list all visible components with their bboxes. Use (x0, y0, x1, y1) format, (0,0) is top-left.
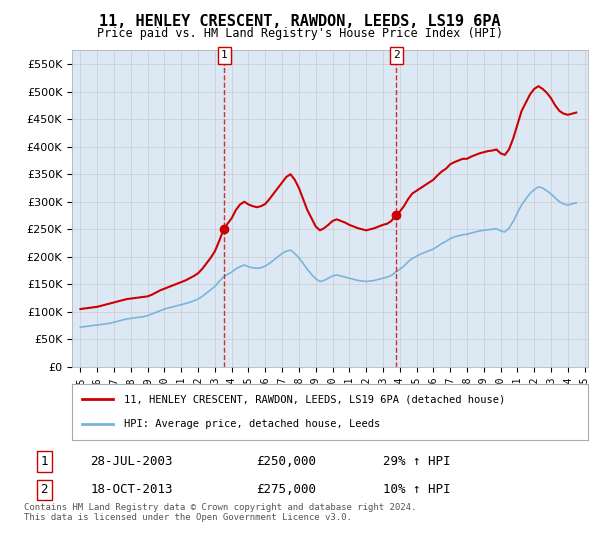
Text: 29% ↑ HPI: 29% ↑ HPI (383, 455, 450, 468)
Text: 18-OCT-2013: 18-OCT-2013 (90, 483, 173, 496)
Text: 10% ↑ HPI: 10% ↑ HPI (383, 483, 450, 496)
Text: 1: 1 (221, 50, 228, 60)
Text: 11, HENLEY CRESCENT, RAWDON, LEEDS, LS19 6PA: 11, HENLEY CRESCENT, RAWDON, LEEDS, LS19… (99, 14, 501, 29)
Text: 28-JUL-2003: 28-JUL-2003 (90, 455, 173, 468)
Text: 11, HENLEY CRESCENT, RAWDON, LEEDS, LS19 6PA (detached house): 11, HENLEY CRESCENT, RAWDON, LEEDS, LS19… (124, 394, 505, 404)
Text: 1: 1 (41, 455, 48, 468)
Text: £275,000: £275,000 (256, 483, 316, 496)
Text: 2: 2 (393, 50, 400, 60)
Text: HPI: Average price, detached house, Leeds: HPI: Average price, detached house, Leed… (124, 419, 380, 429)
Text: £250,000: £250,000 (256, 455, 316, 468)
Text: 2: 2 (41, 483, 48, 496)
Text: Price paid vs. HM Land Registry's House Price Index (HPI): Price paid vs. HM Land Registry's House … (97, 27, 503, 40)
Text: Contains HM Land Registry data © Crown copyright and database right 2024.
This d: Contains HM Land Registry data © Crown c… (24, 503, 416, 522)
